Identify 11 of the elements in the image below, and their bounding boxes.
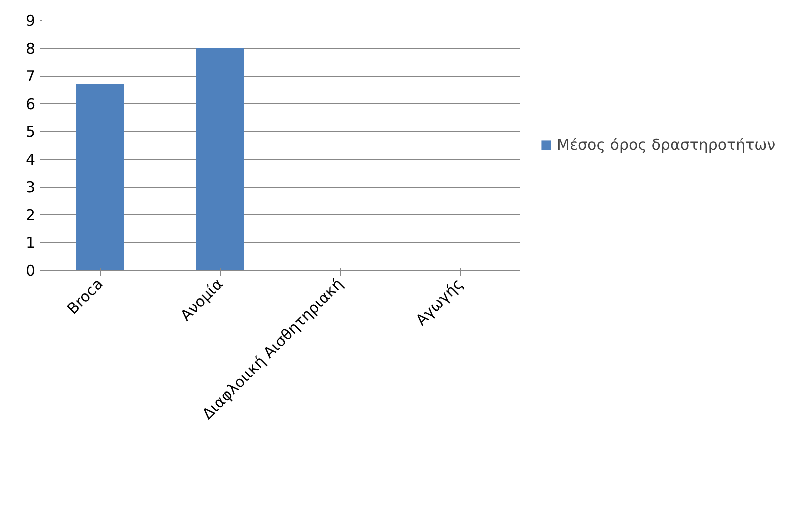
y-tick-label: 1 — [26, 234, 36, 252]
legend-label: Μέσος όρος δραστηροτήτων — [557, 136, 776, 154]
y-tick-label: 9 — [26, 12, 36, 30]
y-tick-label: 7 — [26, 68, 36, 86]
y-tick-label: 4 — [26, 150, 36, 169]
y-tick-label: 0 — [26, 262, 36, 280]
y-tick-label: 8 — [26, 40, 36, 58]
y-tick-label: 6 — [26, 95, 36, 114]
y-tick-label: 3 — [26, 178, 36, 197]
y-tick-label: 2 — [26, 206, 36, 224]
y-tick-label: 5 — [26, 123, 36, 142]
